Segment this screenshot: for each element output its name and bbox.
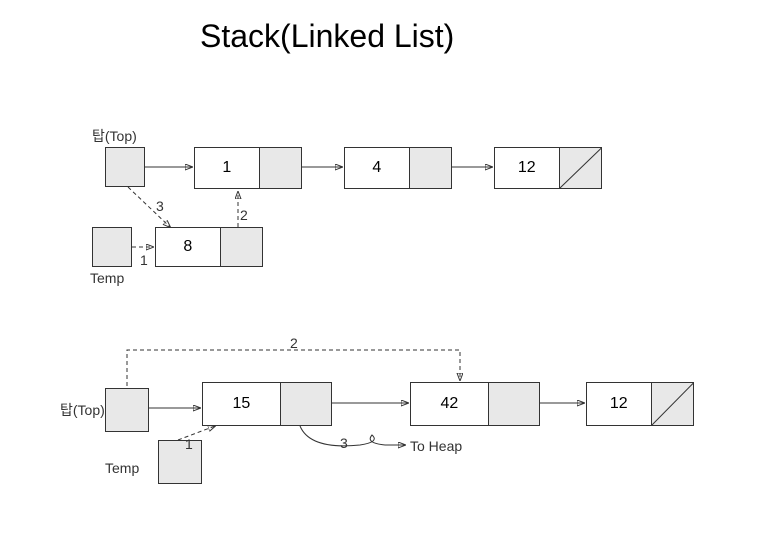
- node-pointer: [221, 228, 262, 266]
- heap-label: To Heap: [410, 438, 462, 454]
- node-1-temp: 8: [155, 227, 263, 267]
- node-value: 1: [195, 148, 260, 188]
- node-pointer: [281, 383, 331, 425]
- top-label-2: 탑(Top): [60, 400, 105, 420]
- node-pointer: [489, 383, 539, 425]
- node-null-pointer: [652, 383, 693, 425]
- node-2-1: 15: [202, 382, 332, 426]
- node-null-pointer: [560, 148, 601, 188]
- node-pointer: [260, 148, 301, 188]
- temp-label-1: Temp: [90, 270, 124, 286]
- temp-label-2: Temp: [105, 460, 139, 476]
- top-pointer-box-2: [105, 388, 149, 432]
- node-2-3: 12: [586, 382, 694, 426]
- step-label: 2: [240, 207, 248, 223]
- top-label-1: 탑(Top): [92, 126, 137, 146]
- node-value: 8: [156, 228, 221, 266]
- page-title: Stack(Linked List): [200, 18, 454, 55]
- node-pointer: [410, 148, 451, 188]
- node-2-2: 42: [410, 382, 540, 426]
- node-value: 12: [587, 383, 652, 425]
- node-value: 12: [495, 148, 560, 188]
- temp-pointer-box-1: [92, 227, 132, 267]
- step-label: 1: [140, 252, 148, 268]
- step-label: 3: [156, 198, 164, 214]
- step-label: 1: [185, 436, 193, 452]
- node-1-1: 1: [194, 147, 302, 189]
- node-value: 42: [411, 383, 489, 425]
- node-1-2: 4: [344, 147, 452, 189]
- step-label: 3: [340, 435, 348, 451]
- top-pointer-box-1: [105, 147, 145, 187]
- node-value: 4: [345, 148, 410, 188]
- node-1-3: 12: [494, 147, 602, 189]
- step-label: 2: [290, 335, 298, 351]
- temp-pointer-box-2: [158, 440, 202, 484]
- node-value: 15: [203, 383, 281, 425]
